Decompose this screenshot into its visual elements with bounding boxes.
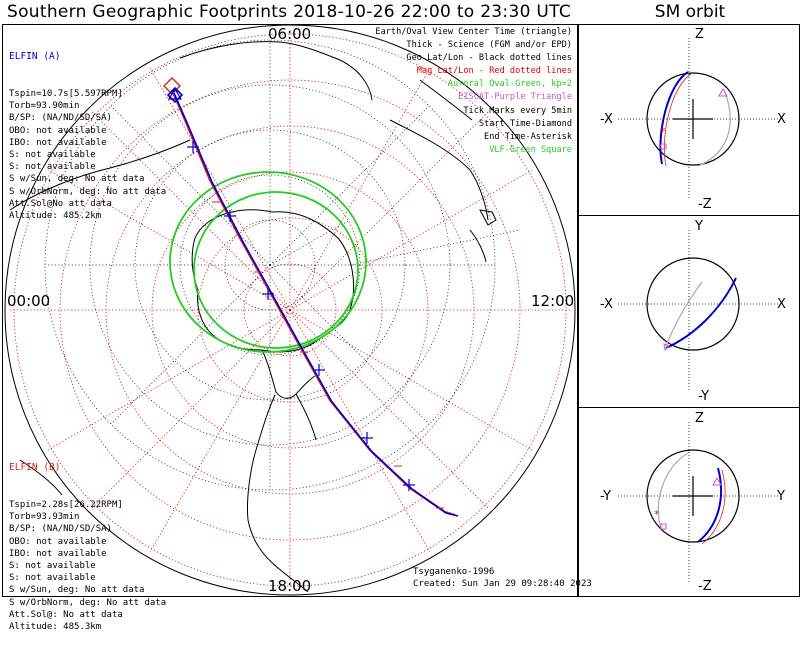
elfin-b-info-line: S: not available bbox=[9, 561, 96, 572]
elfin-b-info-line: Torb=93.93min bbox=[9, 512, 80, 523]
elfin-a-view-triangle bbox=[167, 87, 183, 100]
elfin-b-info-line: IBO: not available bbox=[9, 548, 107, 559]
sm3-orbit-a bbox=[697, 467, 722, 543]
auroral-ovals bbox=[169, 171, 367, 353]
geo-lon-lines bbox=[45, 40, 521, 490]
hour-label-bottom: 18:00 bbox=[268, 577, 312, 595]
track-ticks bbox=[187, 141, 415, 491]
elfin-b-info-line: Altitude: 485.3km bbox=[9, 622, 102, 633]
elfin-b-info-line: B/SP: (NA/ND/SD/SA) bbox=[9, 524, 112, 535]
elfin-a-info-line: Torb=93.90min bbox=[9, 101, 80, 112]
elfin-b-info-line: S: not available bbox=[9, 573, 96, 584]
elfin-a-info-line: Att.Sol@No att data bbox=[9, 198, 112, 209]
legend-entry: Thick - Science (FGM and/or EPD) bbox=[406, 40, 572, 51]
legend-entry: VLF-Green Square bbox=[489, 144, 572, 155]
legend-entry: Geo Lat/Lon - Black dotted lines bbox=[406, 53, 572, 64]
elfin-b-info-line: S w/Sun, deg: No att data bbox=[9, 585, 145, 596]
elfin-b-info: ELFIN (B) Tspin=2.28s[26.22RPM] Torb=93.9… bbox=[9, 438, 166, 645]
elfin-b-info-line: Att.Sol@: No att data bbox=[9, 609, 123, 620]
elfin-a-name: ELFIN (A) bbox=[9, 51, 61, 63]
sm2-left: -X bbox=[600, 297, 613, 312]
sm1-top: Z bbox=[695, 27, 704, 42]
elfin-a-info-line: Tspin=10.7s[5.597RPM] bbox=[9, 89, 123, 100]
elfin-a-start-diamond bbox=[166, 86, 184, 104]
svg-text:*: * bbox=[654, 508, 660, 521]
elfin-a-info-line: S: not available bbox=[9, 150, 96, 161]
hour-label-right: 12:00 bbox=[531, 292, 575, 310]
plot-title: Southern Geographic Footprints 2018-10-2… bbox=[6, 2, 571, 22]
track-ticks-b bbox=[212, 201, 444, 509]
legend-entry: EISCAT-Purple Triangle bbox=[458, 92, 572, 103]
elfin-b-lines: Tspin=2.28s[26.22RPM] Torb=93.93min B/SP: … bbox=[9, 499, 166, 633]
sm2-right: X bbox=[777, 297, 786, 312]
elfin-a-info-line: S: not available bbox=[9, 162, 96, 173]
sm3-left: -Y bbox=[600, 489, 611, 504]
earth-limb bbox=[4, 25, 576, 596]
sm-panel-1: * -X X Z -Z bbox=[600, 27, 786, 212]
sm1-right: X bbox=[777, 112, 786, 127]
elfin-a-info-line: S w/Sun, deg: No att data bbox=[9, 174, 145, 185]
footprint-map-frame bbox=[2, 24, 578, 597]
legend-entry: Earth/Oval View Center Time (triangle) bbox=[375, 27, 572, 37]
sm3-right: Y bbox=[776, 489, 785, 504]
sm1-orbit-a bbox=[659, 71, 689, 165]
legend-entry: Tick Marks every 5min bbox=[463, 105, 572, 116]
sm-panel-3: * -Y Y Z -Z bbox=[600, 411, 785, 594]
elfin-b-info-line: OBO: not available bbox=[9, 536, 107, 547]
sm3-orbit-b bbox=[657, 452, 689, 529]
hour-label-left: 00:00 bbox=[7, 292, 51, 310]
model-label: Tsyganenko-1996 bbox=[413, 567, 495, 577]
elfin-a-info: ELFIN (A) Tspin=10.7s[5.597RPM] Torb=93.9… bbox=[9, 27, 166, 234]
sm1-left: -X bbox=[600, 112, 613, 127]
elfin-b-info-line: S w/OrbNorm, deg: No att data bbox=[9, 597, 167, 608]
legend-entry: Mag Lat/Lon - Red dotted lines bbox=[416, 66, 572, 77]
elfin-a-info-line: Altitude: 485.2km bbox=[9, 211, 102, 222]
elfin-b-info-line: Tspin=2.28s[26.22RPM] bbox=[9, 500, 123, 511]
sm3-bottom: -Z bbox=[698, 579, 712, 594]
sm2-top: Y bbox=[694, 219, 703, 234]
sm2-orbit-a bbox=[665, 277, 737, 349]
elfin-a-info-line: IBO: not available bbox=[9, 137, 107, 148]
sm2-orbit-b bbox=[665, 281, 703, 347]
created-label: Created: Sun Jan 29 09:28:40 2023 bbox=[413, 579, 592, 589]
legend: Earth/Oval View Center Time (triangle) Th… bbox=[375, 26, 572, 157]
elfin-a-info-line: OBO: not available bbox=[9, 125, 107, 136]
sm-orbit-title: SM orbit bbox=[654, 2, 726, 22]
sm2-bottom: -Y bbox=[698, 389, 709, 404]
legend-entry: End Time-Asterisk bbox=[484, 131, 572, 142]
mag-lon-lines bbox=[10, 30, 570, 590]
sm-orbit-plots: * -X X Z -Z -X X Y -Y * -Y Y Z -Z bbox=[600, 27, 786, 594]
elfin-a-info-line: B/SP: (NA/ND/SD/SA) bbox=[9, 113, 112, 124]
elfin-a-info-line: S w/OrbNorm, deg: No att data bbox=[9, 186, 167, 197]
sm3-top: Z bbox=[695, 411, 704, 426]
elfin-b-name: ELFIN (B) bbox=[9, 462, 61, 474]
elfin-a-lines: Tspin=10.7s[5.597RPM] Torb=93.90min B/SP: … bbox=[9, 88, 166, 222]
footprint-map bbox=[4, 25, 576, 596]
hour-label-top: 06:00 bbox=[268, 25, 312, 43]
legend-entry: Auroral Oval-Green, kp=2 bbox=[447, 79, 572, 90]
sm1-orbit-b bbox=[697, 89, 731, 167]
sm-panel-2: -X X Y -Y bbox=[600, 219, 786, 404]
svg-text:*: * bbox=[660, 125, 666, 138]
legend-entry: Start Time-Diamond bbox=[478, 118, 572, 129]
sm1-bottom: -Z bbox=[698, 197, 712, 212]
